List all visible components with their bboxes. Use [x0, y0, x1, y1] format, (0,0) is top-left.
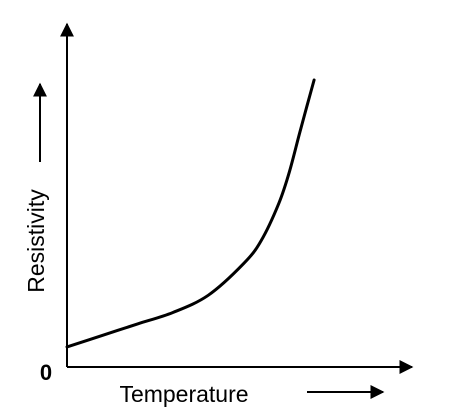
- x-axis-label: Temperature: [119, 381, 248, 407]
- resistivity-curve: [65, 78, 316, 349]
- y-axis-label: Resistivity: [23, 189, 49, 293]
- origin-label: 0: [40, 360, 52, 385]
